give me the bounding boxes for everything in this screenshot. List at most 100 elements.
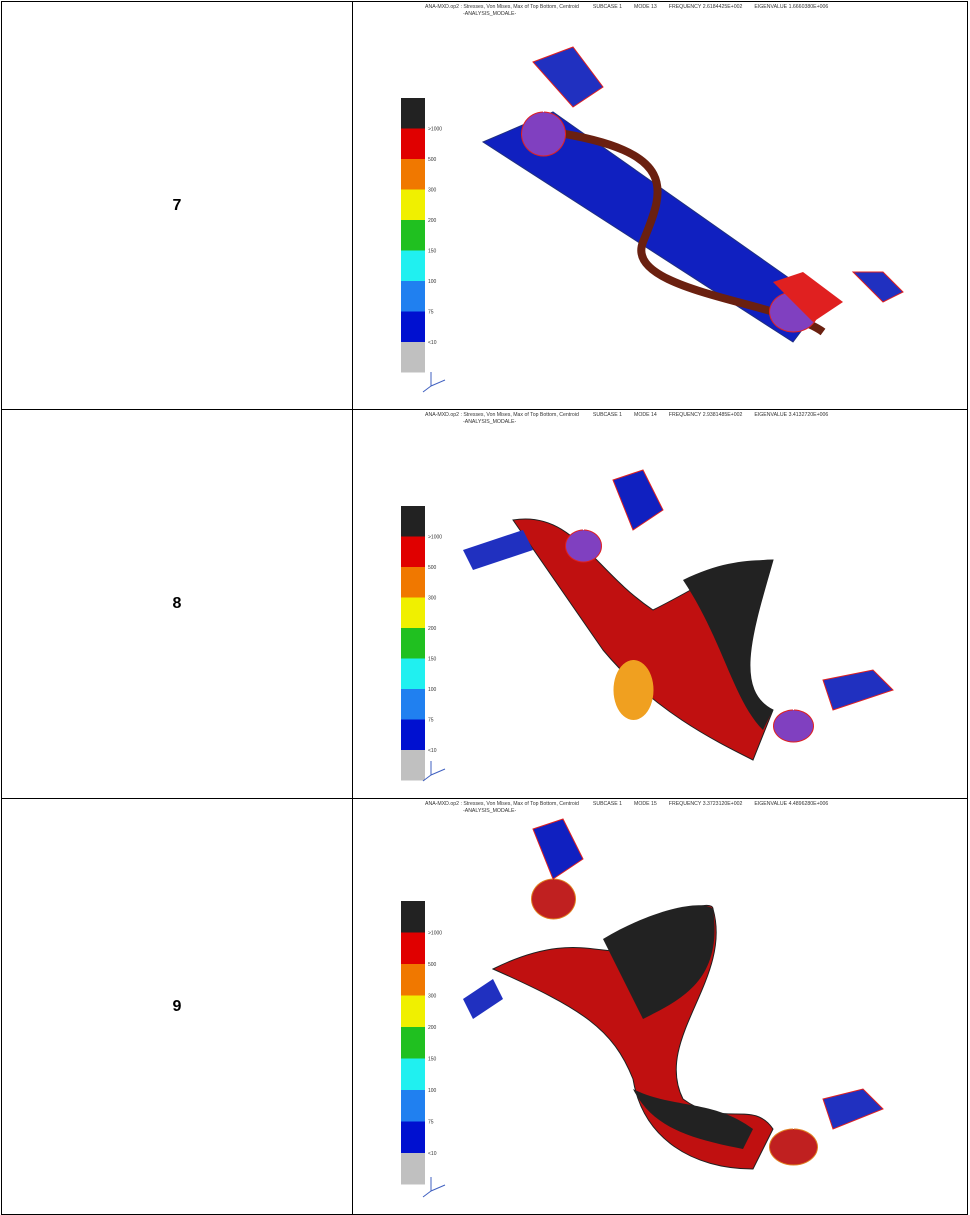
header-field: FREQUENCY 2.9381485E+002 [669,412,743,418]
legend-label: 100 [428,687,437,693]
model-shape [851,271,904,303]
model-shape [822,669,894,711]
result-image: ANA-MXD.op2 : Stresses, Von Mises, Max o… [352,409,968,799]
model-shape [822,1088,884,1130]
legend-swatch [401,901,425,933]
legend-label: 500 [428,157,437,163]
legend-label: >1000 [428,931,442,937]
model-shape [463,979,503,1019]
header-field: FREQUENCY 3.3723120E+002 [669,801,743,807]
header-field: SUBCASE 1 [593,801,622,807]
legend-swatch [401,995,425,1027]
legend-swatch [401,311,425,342]
legend-label: 300 [428,188,437,194]
mode-number: 8 [1,409,353,799]
model-shape [532,818,584,880]
legend-swatch [401,159,425,190]
legend-label: 300 [428,596,437,602]
legend-label: 100 [428,279,437,285]
header-field: ANA-MXD.op2 : Stresses, Von Mises, Max o… [425,4,579,10]
mode-number: 7 [1,1,353,410]
plot-header: ANA-MXD.op2 : Stresses, Von Mises, Max o… [425,4,828,10]
header-field: ANA-MXD.op2 : Stresses, Von Mises, Max o… [425,801,579,807]
axis-triad [422,761,446,782]
model-shape [565,529,602,563]
header-field: FREQUENCY 2.6184425E+002 [669,4,743,10]
legend-swatch [401,220,425,251]
contour-plot: ANA-MXD.op2 : Stresses, Von Mises, Max o… [401,412,894,782]
contour-plot: ANA-MXD.op2 : Stresses, Von Mises, Max o… [401,801,884,1198]
header-field: ANA-MXD.op2 : Stresses, Von Mises, Max o… [425,412,579,418]
legend-swatch [401,342,425,373]
model-shape [773,709,814,743]
model-shape [521,111,566,157]
model-shape [532,46,604,108]
header-field: SUBCASE 1 [593,4,622,10]
legend-label: 150 [428,1057,437,1063]
result-image: ANA-MXD.op2 : Stresses, Von Mises, Max o… [352,1,968,410]
axis-triad [422,372,446,393]
legend-label: 300 [428,994,437,1000]
plot-header: ANA-MXD.op2 : Stresses, Von Mises, Max o… [425,801,828,807]
plot-subtitle: -ANALYSIS_MODALE- [463,808,517,814]
header-field: MODE 14 [634,412,657,418]
model-shape [463,530,533,570]
plot-subtitle: -ANALYSIS_MODALE- [463,11,517,17]
header-field: MODE 13 [634,4,657,10]
legend-swatch [401,597,425,628]
legend-swatch [401,281,425,312]
legend-label: >1000 [428,535,442,541]
legend-label: 150 [428,657,437,663]
model-shape [773,272,843,322]
legend-swatch [401,189,425,220]
legend-swatch [401,628,425,659]
legend-swatch [401,1058,425,1090]
header-field: EIGENVALUE 4.4896280E+006 [754,801,828,807]
legend-label: <10 [428,1151,437,1157]
legend-swatch [401,536,425,567]
header-field: SUBCASE 1 [593,412,622,418]
axis-triad [422,1177,446,1198]
legend-swatch [401,250,425,281]
legend-label: >1000 [428,127,442,133]
header-field: MODE 15 [634,801,657,807]
legend-label: 75 [428,310,434,316]
mode-number: 9 [1,798,353,1215]
legend-label: <10 [428,340,437,346]
model-shape [552,128,826,336]
part-model [463,469,894,761]
legend-swatch [401,964,425,996]
row: 7 ANA-MXD.op2 : Stresses, Von Mises, Max… [1,1,968,410]
legend-swatch [401,1121,425,1153]
plot-subtitle: -ANALYSIS_MODALE- [463,419,517,425]
legend-swatch [401,506,425,537]
legend-swatch [401,98,425,129]
row: 9 ANA-MXD.op2 : Stresses, Von Mises, Max… [1,798,968,1215]
legend-label: 100 [428,1088,437,1094]
legend-swatch [401,689,425,720]
legend-swatch [401,1153,425,1185]
model-shape [613,660,654,720]
legend-swatch [401,750,425,781]
legend-label: 500 [428,565,437,571]
model-shape [612,469,664,531]
plot-header: ANA-MXD.op2 : Stresses, Von Mises, Max o… [425,412,828,418]
header-field: EIGENVALUE 3.4132720E+006 [754,412,828,418]
legend-swatch [401,1090,425,1122]
part-model [463,818,884,1170]
legend-swatch [401,932,425,964]
model-shape [531,878,576,920]
legend-label: <10 [428,748,437,754]
legend-label: 150 [428,249,437,255]
legend-swatch [401,567,425,598]
model-shape [603,905,715,1019]
model-shape [683,560,773,730]
legend-label: 75 [428,718,434,724]
legend-label: 200 [428,218,437,224]
legend-label: 75 [428,1120,434,1126]
legend-label: 200 [428,626,437,632]
part-model [481,46,904,343]
model-shape [633,1089,753,1149]
row: 8 ANA-MXD.op2 : Stresses, Von Mises, Max… [1,409,968,799]
